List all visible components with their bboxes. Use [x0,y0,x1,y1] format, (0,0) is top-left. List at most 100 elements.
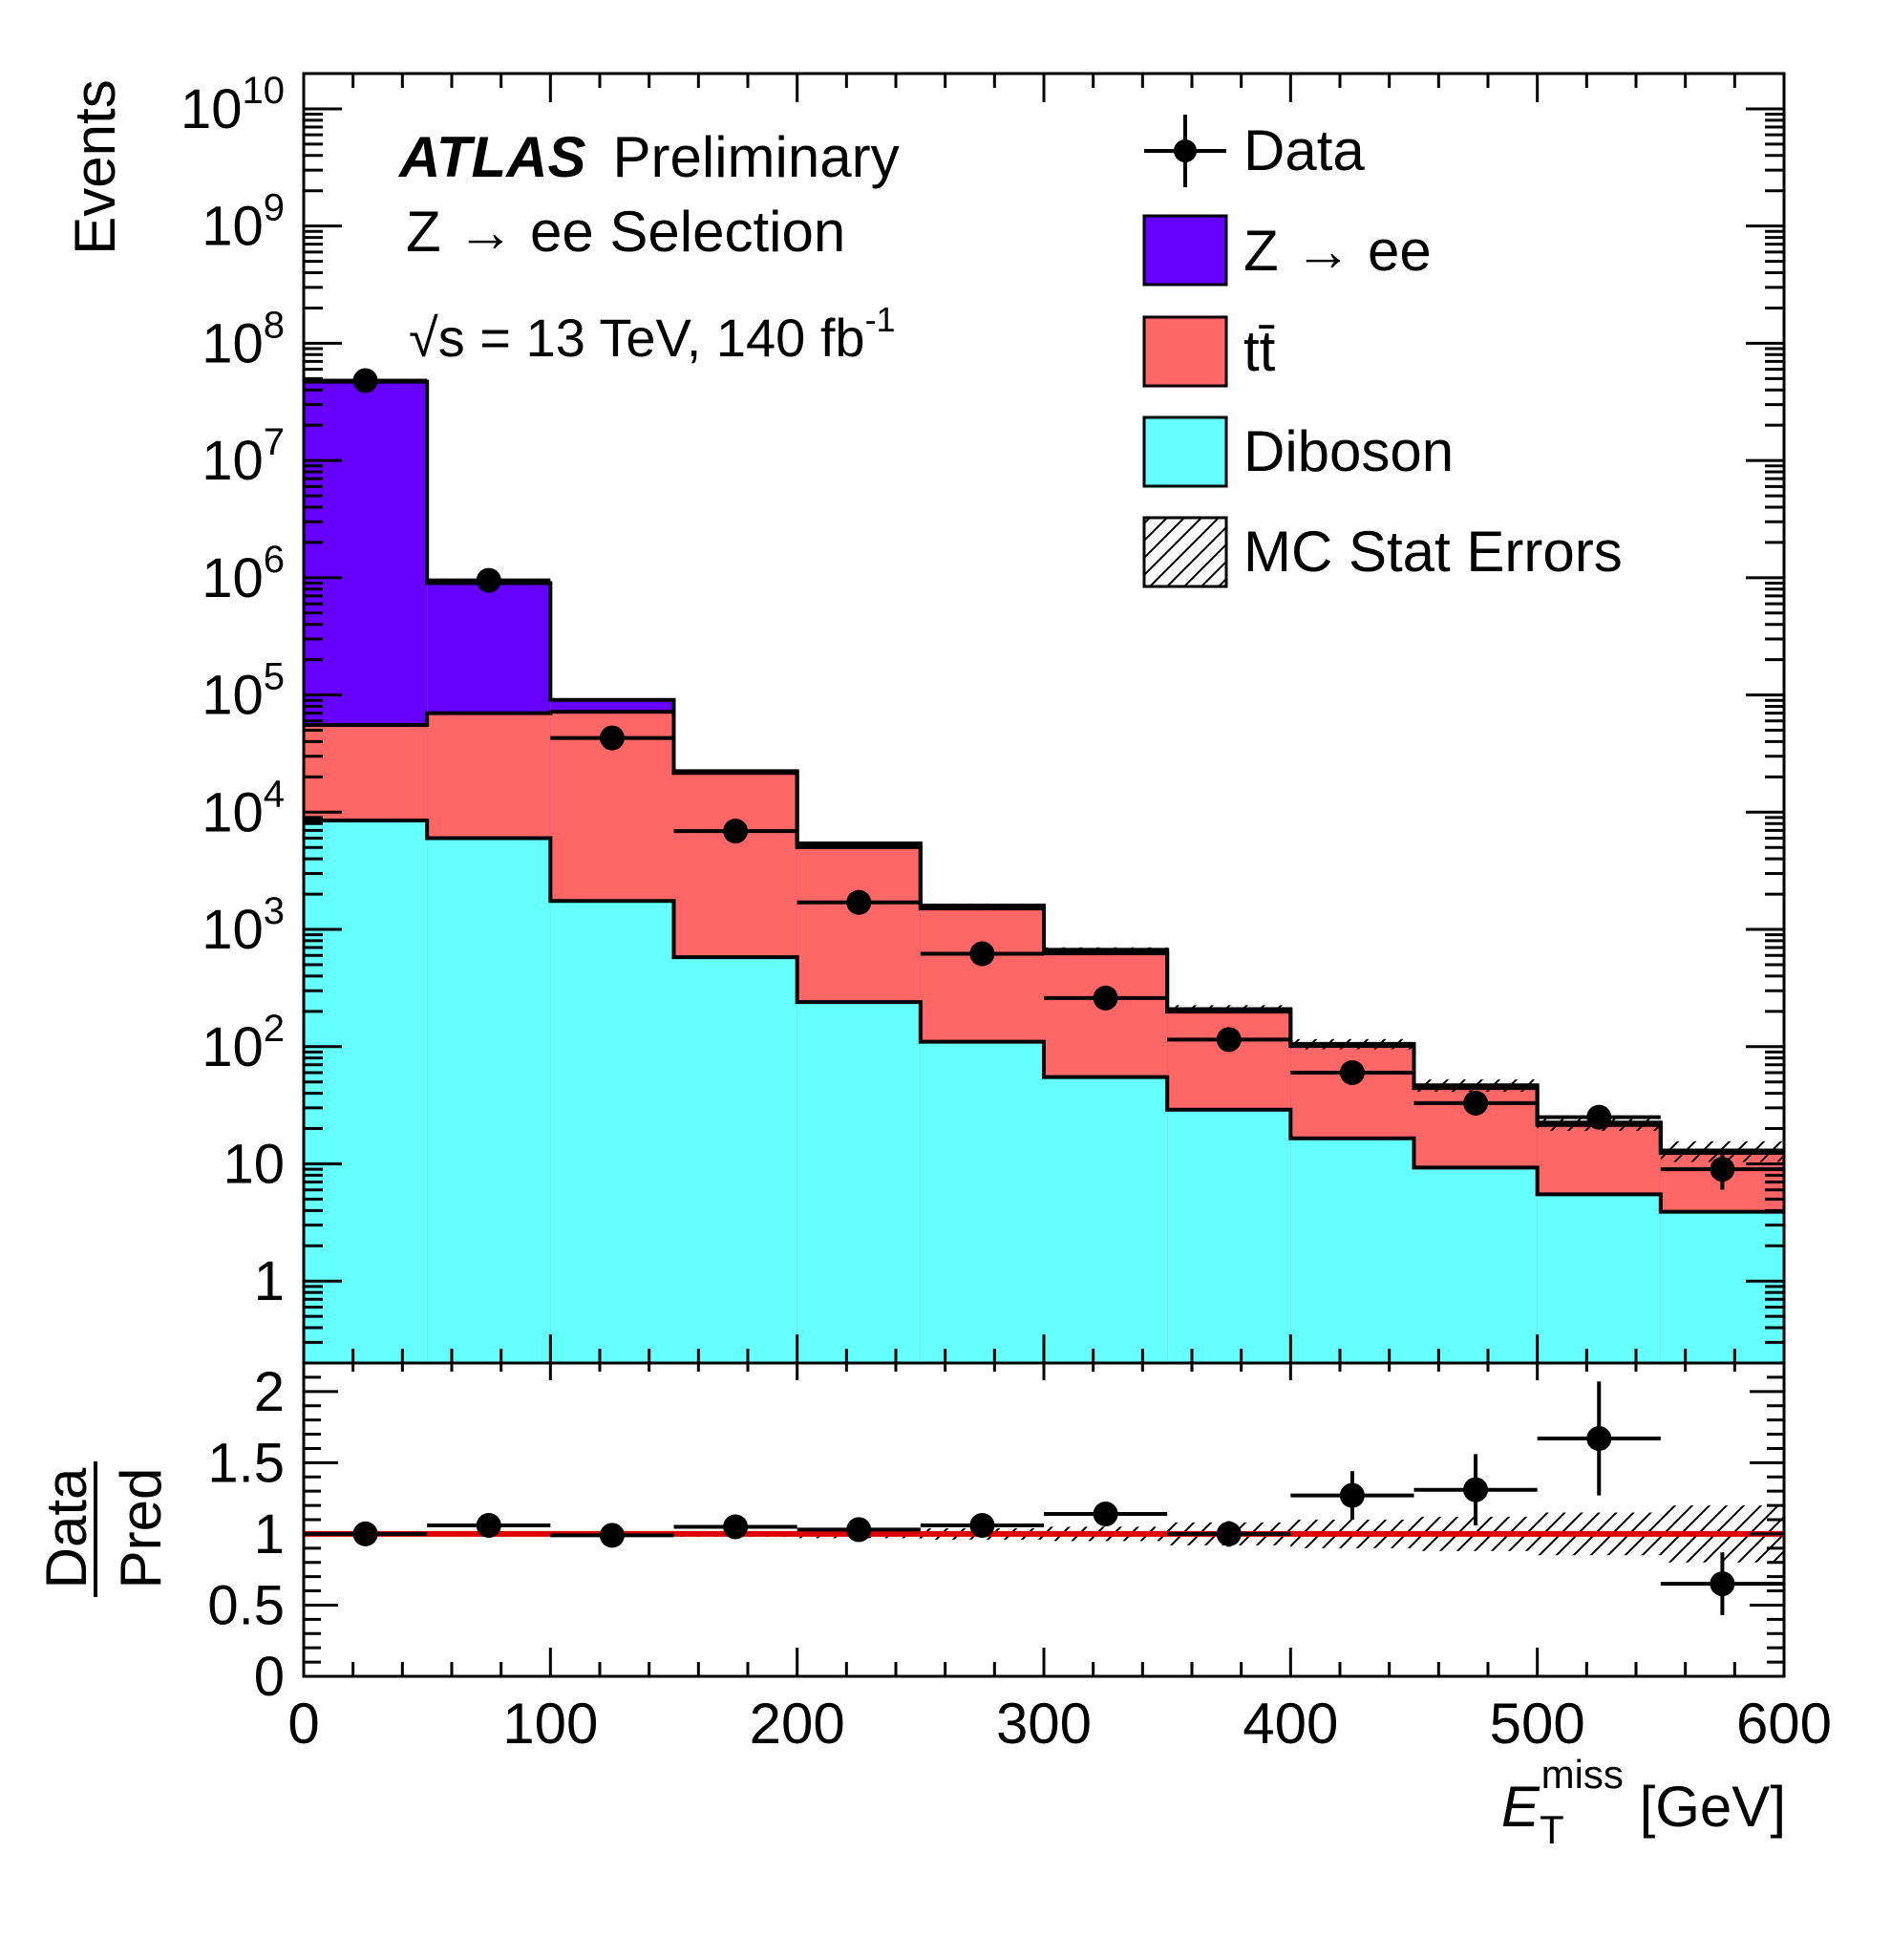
y-tick-exp-100000000: 8 [264,304,285,346]
legend-swatch-zee [1142,214,1228,287]
y-tick-base-100000: 10 [202,665,264,727]
stack-bar-diboson-8 [1290,1138,1414,1363]
y-tick-label-10000000: 107 [202,421,285,492]
stack-bar-diboson-10 [1537,1194,1661,1363]
legend-label-zee: Z → ee [1243,219,1432,283]
x-tick-label-500: 500 [1490,1692,1585,1756]
y-tick-exp-100000: 5 [264,656,285,698]
ratio-label-numerator: Data [34,1467,98,1588]
stack-bar-diboson-0 [304,820,428,1363]
x-tick-label-200: 200 [750,1692,845,1756]
ratio-y-tick-label-1.5: 1.5 [207,1432,285,1494]
y-tick-label-10: 10 [223,1133,285,1195]
y-tick-exp-1000000000: 9 [264,187,285,229]
y-tick-label-100000: 105 [202,656,285,727]
legend-data-marker [1174,139,1197,162]
ratio-point-10 [1586,1426,1612,1452]
ratio-y-axis-label: Data Pred [34,1461,173,1597]
y-tick-base-10000000: 10 [202,430,264,492]
x-tick-label-100: 100 [502,1692,598,1756]
y-tick-exp-10000000: 7 [264,421,285,463]
ratio-label-denominator: Pred [109,1468,173,1589]
ratio-points [304,1381,1784,1615]
y-tick-base-100: 10 [202,1016,264,1078]
legend-label-mc-stat: MC Stat Errors [1243,520,1623,584]
ratio-point-3 [723,1514,749,1540]
legend-swatch-mc-stat [1142,516,1228,588]
stack-bar-diboson-6 [1044,1076,1168,1363]
ratio-point-11 [1710,1571,1735,1597]
ratio-point-6 [1093,1502,1118,1527]
atlas-label: ATLAS Preliminary Z → ee Selection √s = 1… [397,125,900,368]
x-axis-label-unit: [GeV] [1624,1775,1786,1839]
stack-outline-diboson [304,818,1784,1214]
legend-item-data: Data [1144,115,1365,187]
y-tick-base-1000: 10 [202,899,264,961]
y-axis-label: Events [63,79,127,254]
legend: Data Z → ee tt̄ Diboson MC Stat Errors [1142,115,1623,588]
data-point-9 [1463,1090,1489,1116]
experiment-label: ATLAS [397,125,586,189]
data-point-1 [476,567,501,593]
stack-bar-diboson-2 [550,901,674,1363]
legend-swatch-diboson [1142,415,1228,488]
x-axis-label: ETmiss [GeV] [1501,1752,1786,1852]
ratio-point-8 [1339,1482,1365,1508]
stack-bar-diboson-9 [1413,1167,1538,1363]
legend-label-diboson: Diboson [1243,419,1454,483]
legend-item-mc-stat: MC Stat Errors [1142,516,1623,588]
x-tick-label-400: 400 [1243,1692,1338,1756]
stack-bar-diboson-5 [920,1041,1044,1363]
y-tick-label-10000000000: 1010 [181,70,285,140]
y-tick-exp-10000: 4 [264,773,285,815]
ratio-point-0 [352,1521,378,1546]
stack-bar-diboson-1 [427,838,551,1363]
stack-bar-diboson-4 [797,1002,921,1363]
y-tick-base-1000000: 10 [202,547,264,609]
x-tick-label-0: 0 [287,1692,319,1756]
stack-outlines [304,379,1784,1214]
x-axis-label-var: E [1501,1775,1540,1839]
stack-bar-diboson-7 [1167,1109,1291,1363]
axis-ticks [302,72,1786,1678]
data-point-0 [352,368,378,394]
status-label: Preliminary [613,125,900,189]
ratio-point-9 [1463,1477,1489,1502]
x-axis-label-sup: miss [1541,1752,1624,1797]
x-tick-label-300: 300 [996,1692,1092,1756]
y-tick-label-1: 1 [254,1250,285,1312]
data-point-11 [1710,1157,1735,1182]
x-tick-label-600: 600 [1736,1692,1832,1756]
legend-swatch-ttbar [1142,315,1228,388]
data-point-10 [1586,1104,1612,1130]
svg-text:ETmiss [GeV]: ETmiss [GeV] [1501,1752,1786,1852]
data-point-2 [599,725,625,751]
stack-bar-diboson-3 [673,957,797,1363]
y-tick-base-1000000000: 10 [202,196,264,258]
y-tick-label-100000000: 108 [202,304,285,374]
data-point-5 [969,941,995,967]
legend-label-data: Data [1243,118,1365,182]
data-point-6 [1093,985,1118,1011]
y-tick-exp-10000000000: 10 [243,70,286,112]
y-tick-label-1000000: 106 [202,539,285,609]
x-axis-label-sub: T [1540,1807,1564,1852]
ratio-y-tick-label-0.5: 0.5 [207,1574,285,1636]
y-tick-exp-100: 2 [264,1008,285,1050]
stack-bar-diboson-11 [1660,1211,1784,1363]
y-tick-label-10000: 104 [202,773,285,843]
axis-tick-labels: 0 100 200 300 400 500 600110102103104105106107… [181,70,1832,1756]
ratio-point-2 [599,1523,625,1548]
ratio-point-4 [846,1517,872,1543]
y-tick-exp-1000: 3 [264,890,285,932]
data-point-7 [1216,1027,1242,1053]
data-points [304,368,1784,1190]
selection-label: Z → ee Selection [406,200,845,264]
legend-label-ttbar: tt̄ [1243,319,1276,383]
sqrt-s: √s [409,308,465,368]
energy-lumi-label: = 13 TeV, 140 fb [465,308,865,368]
legend-item-ttbar: tt̄ [1142,315,1276,388]
ratio-y-tick-label-0: 0 [254,1646,285,1708]
